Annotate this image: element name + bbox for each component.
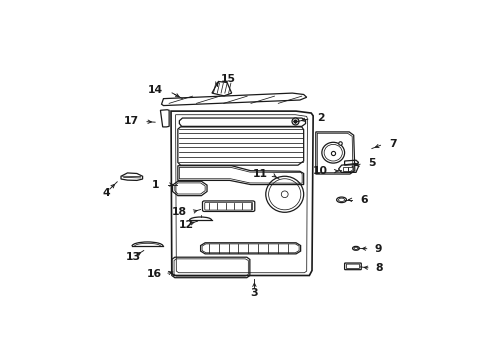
Text: 9: 9 xyxy=(374,244,382,254)
Text: 7: 7 xyxy=(388,139,396,149)
Text: 11: 11 xyxy=(252,169,267,179)
Text: 2: 2 xyxy=(316,113,324,123)
Text: 4: 4 xyxy=(102,188,109,198)
Text: 13: 13 xyxy=(125,252,141,262)
Text: 15: 15 xyxy=(221,74,236,84)
Bar xyxy=(347,167,352,171)
Text: 1: 1 xyxy=(152,180,159,190)
Text: 12: 12 xyxy=(178,220,193,230)
Text: 8: 8 xyxy=(375,263,383,273)
Text: 5: 5 xyxy=(367,158,375,168)
Text: 17: 17 xyxy=(123,116,139,126)
Text: 14: 14 xyxy=(147,85,163,95)
Text: 3: 3 xyxy=(250,288,258,298)
Text: 6: 6 xyxy=(360,195,367,205)
Text: 18: 18 xyxy=(172,207,186,217)
Bar xyxy=(343,167,347,171)
Text: 16: 16 xyxy=(146,269,161,279)
Text: 10: 10 xyxy=(313,166,327,176)
